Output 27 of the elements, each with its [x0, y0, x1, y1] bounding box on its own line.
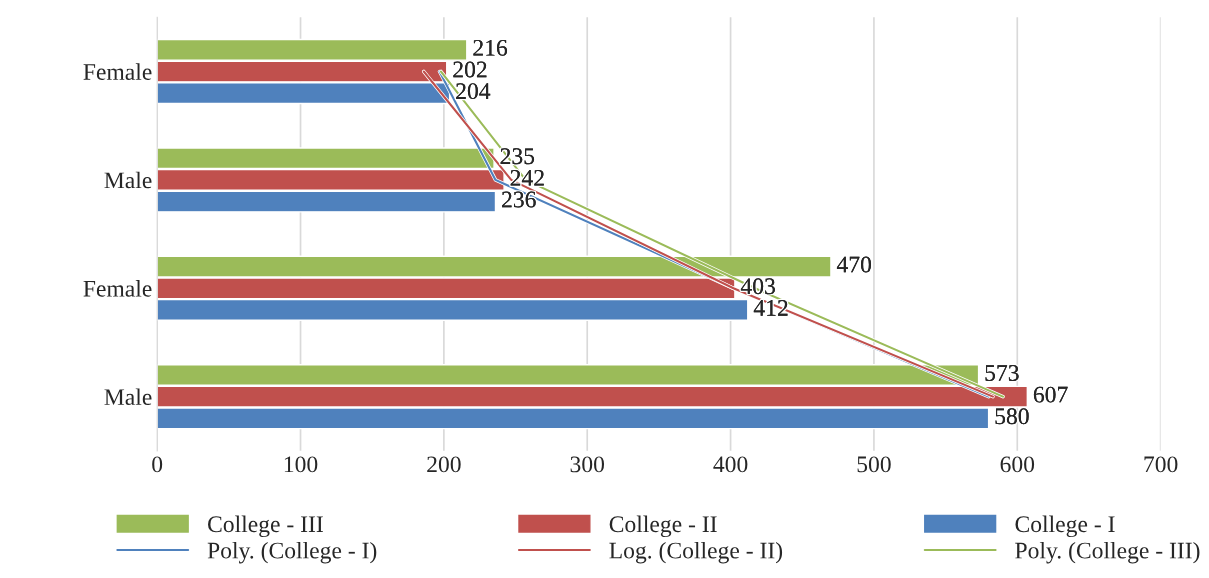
data-label: 202	[453, 61, 487, 78]
x-tick-label: 200	[427, 456, 461, 473]
y-tick-label: Male	[104, 171, 152, 189]
legend-label: Poly. (College - III)	[1015, 541, 1200, 564]
data-label: 607	[1033, 386, 1068, 403]
data-label: 216	[473, 39, 508, 56]
legend-label: College - I	[1015, 515, 1115, 538]
data-label: 580	[995, 408, 1029, 425]
x-tick-label: 0	[152, 456, 163, 473]
data-label: 573	[985, 365, 1019, 381]
x-tick-label: 100	[284, 456, 318, 473]
data-label: 412	[753, 300, 788, 316]
x-tick-label: 700	[1144, 456, 1178, 473]
x-tick-label: 500	[857, 456, 891, 473]
legend-label: Log. (College - II)	[609, 541, 783, 564]
legend-label: College - III	[208, 515, 323, 538]
x-tick-label: 400	[713, 456, 748, 473]
x-tick-label: 300	[570, 456, 605, 473]
y-tick-label: Female	[83, 280, 152, 297]
y-tick-label: Male	[104, 388, 152, 406]
x-tick-label: 600	[1000, 456, 1035, 473]
y-tick-label: Female	[83, 63, 152, 80]
legend-label: Poly. (College - I)	[207, 541, 377, 564]
data-label: 204	[456, 83, 491, 100]
legend-label: College - II	[609, 515, 717, 538]
data-label: 470	[836, 256, 871, 273]
data-label: 236	[502, 191, 536, 208]
